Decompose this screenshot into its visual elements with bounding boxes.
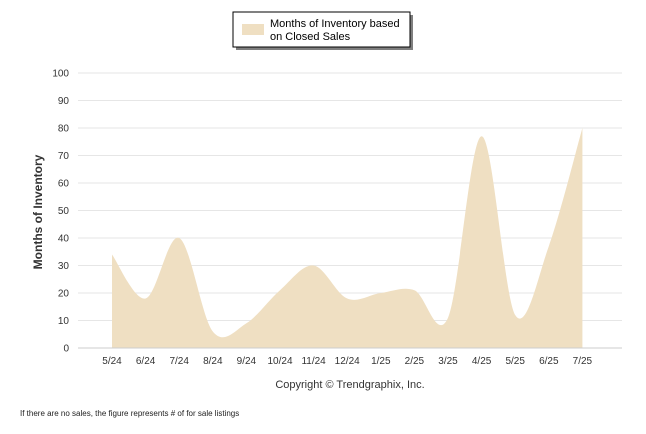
y-tick-label: 10 [58, 316, 70, 327]
footnote-text: If there are no sales, the figure repres… [20, 409, 239, 418]
x-tick-label: 7/25 [573, 356, 593, 367]
legend: Months of Inventory based on Closed Sale… [232, 11, 413, 50]
x-tick-label: 6/25 [539, 356, 559, 367]
y-tick-label: 20 [58, 289, 70, 300]
y-tick-label: 40 [58, 234, 70, 245]
copyright-text: Copyright © Trendgraphix, Inc. [275, 379, 424, 391]
y-tick-label: 50 [58, 206, 70, 217]
x-tick-label: 5/24 [102, 356, 122, 367]
legend-swatch [242, 24, 264, 35]
x-tick-label: 12/24 [335, 356, 360, 367]
gridlines [78, 72, 622, 349]
y-tick-label: 0 [63, 344, 69, 355]
series-area [112, 128, 583, 348]
y-axis-label: Months of Inventory [31, 154, 45, 269]
x-axis-ticks: 5/24 6/24 7/24 8/24 9/24 10/24 11/24 12/24 1/25 2… [102, 356, 592, 367]
x-tick-label: 10/24 [267, 356, 292, 367]
y-axis-ticks: 0 10 20 30 40 50 60 70 80 90 100 [52, 69, 69, 355]
x-tick-label: 9/24 [237, 356, 257, 367]
x-tick-label: 7/24 [169, 356, 189, 367]
legend-label-line-2: on Closed Sales [270, 31, 351, 43]
x-tick-label: 4/25 [472, 356, 492, 367]
x-tick-label: 3/25 [438, 356, 458, 367]
y-tick-label: 90 [58, 96, 70, 107]
y-tick-label: 60 [58, 179, 70, 190]
x-tick-label: 11/24 [301, 356, 326, 367]
y-tick-label: 80 [58, 124, 70, 135]
x-tick-label: 5/25 [505, 356, 525, 367]
x-tick-label: 8/24 [203, 356, 223, 367]
y-tick-label: 30 [58, 261, 70, 272]
y-tick-label: 100 [52, 69, 69, 80]
x-tick-label: 6/24 [136, 356, 156, 367]
legend-label-line-1: Months of Inventory based [270, 18, 400, 30]
y-tick-label: 70 [58, 151, 70, 162]
x-tick-label: 2/25 [405, 356, 425, 367]
x-tick-label: 1/25 [371, 356, 391, 367]
